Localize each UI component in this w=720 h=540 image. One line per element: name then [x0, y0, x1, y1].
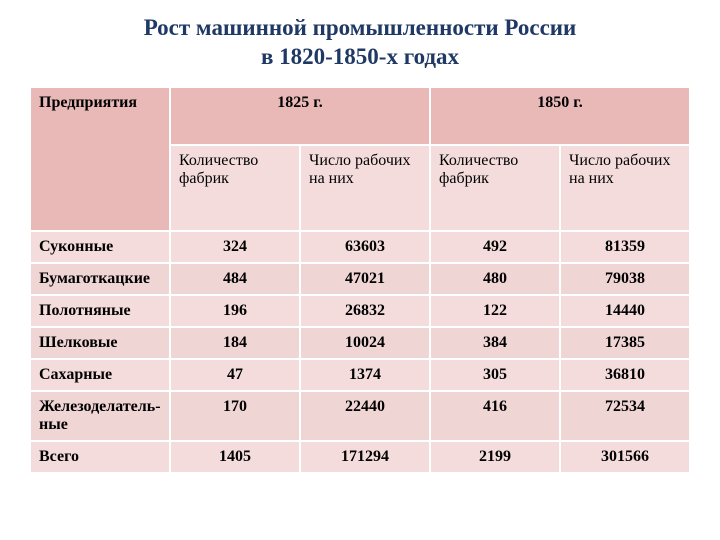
cell-1825-factories: 184: [170, 327, 300, 359]
cell-1850-workers: 301566: [560, 441, 690, 473]
col-year-1850: 1850 г.: [430, 87, 690, 145]
cell-1825-workers: 171294: [300, 441, 430, 473]
title-line-1: Рост машинной промышленности России: [144, 15, 577, 40]
industry-table: Предприятия 1825 г. 1850 г. Количество ф…: [29, 86, 691, 474]
table-row: Шелковые 184 10024 384 17385: [30, 327, 690, 359]
table-row: Полотняные 196 26832 122 14440: [30, 295, 690, 327]
cell-1850-workers: 14440: [560, 295, 690, 327]
cell-1825-factories: 1405: [170, 441, 300, 473]
cell-1825-factories: 170: [170, 391, 300, 441]
table-row: Сахарные 47 1374 305 36810: [30, 359, 690, 391]
cell-1850-factories: 305: [430, 359, 560, 391]
cell-1850-factories: 122: [430, 295, 560, 327]
col-1850-factories: Количество фабрик: [430, 145, 560, 231]
col-1825-workers: Число рабочих на них: [300, 145, 430, 231]
cell-name: Шелковые: [30, 327, 170, 359]
cell-1825-workers: 1374: [300, 359, 430, 391]
cell-1825-workers: 10024: [300, 327, 430, 359]
cell-1850-factories: 480: [430, 263, 560, 295]
cell-1850-workers: 36810: [560, 359, 690, 391]
col-1850-workers: Число рабочих на них: [560, 145, 690, 231]
cell-1825-workers: 63603: [300, 231, 430, 263]
cell-1825-factories: 324: [170, 231, 300, 263]
cell-1825-factories: 196: [170, 295, 300, 327]
cell-1825-workers: 22440: [300, 391, 430, 441]
cell-1850-factories: 416: [430, 391, 560, 441]
table-row: Бумаготкацкие 484 47021 480 79038: [30, 263, 690, 295]
col-enterprises: Предприятия: [30, 87, 170, 231]
table-header-row-1: Предприятия 1825 г. 1850 г.: [30, 87, 690, 145]
cell-1850-factories: 2199: [430, 441, 560, 473]
cell-1825-workers: 47021: [300, 263, 430, 295]
cell-1850-workers: 17385: [560, 327, 690, 359]
cell-name: Бумаготкацкие: [30, 263, 170, 295]
cell-1850-factories: 384: [430, 327, 560, 359]
cell-name: Железоделатель-ные: [30, 391, 170, 441]
cell-1850-factories: 492: [430, 231, 560, 263]
cell-name: Сахарные: [30, 359, 170, 391]
cell-1850-workers: 81359: [560, 231, 690, 263]
table-row-total: Всего 1405 171294 2199 301566: [30, 441, 690, 473]
cell-1850-workers: 72534: [560, 391, 690, 441]
cell-1825-factories: 47: [170, 359, 300, 391]
cell-name: Всего: [30, 441, 170, 473]
table-row: Железоделатель-ные 170 22440 416 72534: [30, 391, 690, 441]
cell-1825-factories: 484: [170, 263, 300, 295]
cell-1850-workers: 79038: [560, 263, 690, 295]
col-1825-factories: Количество фабрик: [170, 145, 300, 231]
table-row: Суконные 324 63603 492 81359: [30, 231, 690, 263]
cell-name: Суконные: [30, 231, 170, 263]
title-line-2: в 1820-1850-х годах: [261, 44, 459, 69]
cell-name: Полотняные: [30, 295, 170, 327]
col-year-1825: 1825 г.: [170, 87, 430, 145]
cell-1825-workers: 26832: [300, 295, 430, 327]
page-title: Рост машинной промышленности России в 18…: [0, 0, 720, 86]
